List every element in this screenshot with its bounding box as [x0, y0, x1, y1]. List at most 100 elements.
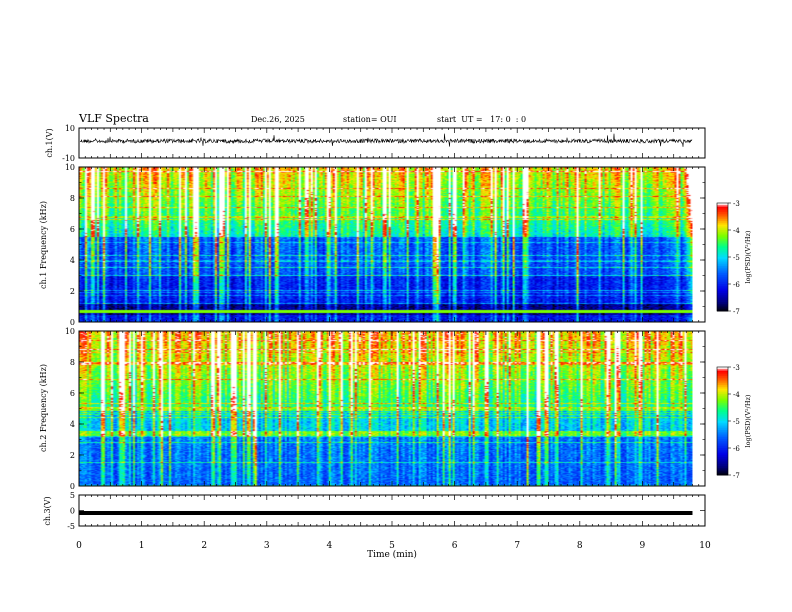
colorbar-cell — [717, 464, 728, 467]
colorbar-cell — [717, 273, 728, 276]
y-tick-label: 8 — [70, 358, 75, 367]
colorbar-cell — [717, 419, 728, 422]
colorbar-cell — [717, 440, 728, 444]
x-tick-label: 3 — [264, 541, 270, 551]
colorbar-tick-label: -5 — [733, 418, 740, 426]
colorbar-cell — [717, 376, 728, 379]
colorbar-cell — [717, 460, 728, 463]
ch1-spectrogram-image — [79, 167, 693, 322]
colorbar-cell — [717, 388, 728, 391]
colorbar-cell — [717, 264, 728, 267]
y-tick-label: -10 — [62, 154, 75, 163]
colorbar-cell — [717, 246, 728, 249]
x-tick-label: 0 — [76, 541, 82, 551]
ch1-waveform-line — [79, 133, 693, 147]
colorbar-label: log(PSD)(V²/Hz) — [744, 230, 752, 283]
y-tick-label: -5 — [67, 522, 75, 531]
colorbar-cell — [717, 401, 728, 404]
colorbar-cell — [717, 462, 728, 465]
colorbar-cell — [717, 260, 728, 263]
colorbar-cell — [717, 244, 728, 247]
colorbar-cell — [717, 471, 728, 474]
x-tick-label: 5 — [389, 541, 395, 551]
colorbar-cell — [717, 455, 728, 458]
colorbar-cell — [717, 262, 728, 265]
x-axis-label: Time (min) — [367, 549, 417, 560]
colorbar-cell — [717, 217, 728, 220]
ch2-ylabel: ch.2 Frequency (kHz) — [39, 364, 48, 452]
colorbar-cell — [717, 467, 728, 471]
ch3-waveform-panel: 5 0 -5 ch.3(V) — [43, 491, 706, 531]
colorbar-cell — [717, 228, 728, 231]
colorbar-cell — [717, 213, 728, 217]
colorbar-cell — [717, 221, 728, 224]
colorbar-cell — [717, 449, 728, 453]
colorbar-cell — [717, 385, 728, 388]
colorbar-cell — [717, 448, 728, 451]
colorbar-cell — [717, 469, 728, 472]
colorbar-cell — [717, 386, 728, 390]
colorbar-cell — [717, 219, 728, 222]
colorbar-tick-label: -5 — [733, 254, 740, 262]
colorbar-cell — [717, 253, 728, 256]
colorbar-cell — [717, 237, 728, 240]
colorbar-cell — [717, 289, 728, 292]
colorbar-cell — [717, 453, 728, 456]
colorbar-cell — [717, 439, 728, 442]
y-tick-label: 0 — [70, 507, 75, 516]
x-tick-label: 6 — [452, 541, 458, 551]
colorbar-tick-label: -6 — [733, 281, 740, 289]
ch3-ylabel: ch.3(V) — [43, 496, 52, 525]
colorbar-cell — [717, 258, 728, 262]
colorbar-cell — [717, 282, 728, 285]
colorbar-cell — [717, 210, 728, 213]
colorbar-tick-label: -7 — [733, 308, 740, 316]
colorbar-cell — [717, 249, 728, 253]
colorbar-tick-label: -7 — [733, 472, 740, 480]
ch1-ylabel: ch.1(V) — [45, 128, 54, 157]
x-tick-label: 1 — [139, 541, 145, 551]
colorbar-cell — [717, 276, 728, 280]
colorbar-label: log(PSD)(V²/Hz) — [744, 394, 752, 447]
colorbar-cell — [717, 413, 728, 417]
colorbar-cell — [717, 206, 728, 209]
colorbar-cell — [717, 406, 728, 409]
colorbar-cell — [717, 399, 728, 402]
colorbar-cell — [717, 368, 728, 372]
y-tick-label: 10 — [65, 327, 75, 336]
colorbar-cell — [717, 208, 728, 211]
colorbar-cell — [717, 239, 728, 242]
colorbar-cell — [717, 285, 728, 289]
start-time-label: start UT = 17: 0 : 0 — [437, 115, 527, 124]
figure-title: VLF Spectra — [79, 112, 149, 125]
colorbar-cell — [717, 280, 728, 283]
colorbar-cell — [717, 430, 728, 433]
colorbar-cell — [717, 431, 728, 435]
colorbar-cell — [717, 203, 728, 206]
colorbar-cell — [717, 428, 728, 431]
colorbar-cell — [717, 224, 728, 227]
x-tick-label: 7 — [514, 541, 520, 551]
colorbar-cell — [717, 370, 728, 373]
ch2-colorbar: -3 -4 -5 -6 -7 log(PSD)(V²/Hz) — [716, 364, 752, 480]
colorbar-cell — [717, 233, 728, 236]
colorbar-cell — [717, 275, 728, 278]
colorbar-cell — [717, 410, 728, 413]
colorbar-cell — [717, 266, 728, 269]
colorbar-cell — [717, 287, 728, 290]
station-label: station= OUI — [343, 115, 397, 124]
colorbar-cell — [717, 458, 728, 462]
colorbar-cell — [717, 421, 728, 424]
ch1-colorbar: -3 -4 -5 -6 -7 log(PSD)(V²/Hz) — [716, 200, 752, 316]
colorbar-cell — [717, 305, 728, 308]
y-tick-label: 4 — [70, 420, 75, 429]
colorbar-cell — [717, 374, 728, 377]
ch2-spectrogram-image — [79, 331, 693, 486]
colorbar-cell — [717, 377, 728, 381]
colorbar-cell — [717, 222, 728, 226]
colorbar-cell — [717, 435, 728, 438]
x-tick-label: 2 — [201, 541, 207, 551]
colorbar-cell — [717, 390, 728, 393]
colorbar-cell — [717, 302, 728, 305]
